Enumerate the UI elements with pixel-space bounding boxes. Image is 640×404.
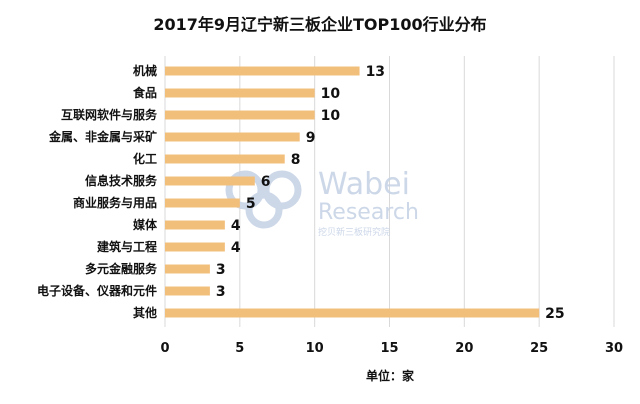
data-label: 4 bbox=[231, 240, 241, 256]
category-label: 建筑与工程 bbox=[96, 239, 157, 254]
bar bbox=[165, 132, 300, 142]
chart-title: 2017年9月辽宁新三板企业TOP100行业分布 bbox=[153, 15, 486, 34]
data-label: 9 bbox=[306, 130, 316, 146]
bar bbox=[165, 110, 315, 120]
data-label: 10 bbox=[321, 86, 341, 102]
category-label: 食品 bbox=[132, 85, 157, 100]
bar bbox=[165, 198, 240, 208]
x-axis-title: 单位：家 bbox=[366, 368, 415, 383]
category-label: 机械 bbox=[133, 63, 157, 78]
category-label: 化工 bbox=[133, 151, 157, 166]
x-tick-label: 20 bbox=[455, 341, 473, 356]
x-tick-label: 10 bbox=[306, 341, 324, 356]
category-labels: 机械食品互联网软件与服务金属、非金属与采矿化工信息技术服务商业服务与用品媒体建筑… bbox=[37, 63, 158, 320]
data-label: 6 bbox=[261, 174, 271, 190]
x-tick-label: 15 bbox=[380, 341, 398, 356]
bar bbox=[165, 154, 285, 164]
watermark: Wabei Research 挖贝新三板研究院 bbox=[225, 167, 419, 238]
grid bbox=[164, 56, 615, 327]
category-label: 其他 bbox=[133, 305, 157, 320]
x-tick-label: 25 bbox=[530, 341, 548, 356]
watermark-line1: Wabei bbox=[318, 167, 410, 202]
watermark-line3: 挖贝新三板研究院 bbox=[318, 226, 390, 238]
category-label: 商业服务与用品 bbox=[73, 195, 157, 210]
bar bbox=[165, 66, 360, 76]
bar bbox=[165, 88, 315, 98]
x-tick-label: 30 bbox=[605, 341, 623, 356]
bar bbox=[165, 286, 210, 296]
data-label: 8 bbox=[291, 152, 301, 168]
bars bbox=[165, 66, 540, 318]
data-label: 5 bbox=[246, 196, 256, 212]
watermark-logo-icon bbox=[225, 170, 302, 229]
data-label: 3 bbox=[216, 262, 226, 278]
data-label: 13 bbox=[366, 64, 385, 80]
data-label: 10 bbox=[321, 108, 341, 124]
bar bbox=[165, 220, 225, 230]
watermark-line2: Research bbox=[318, 200, 419, 225]
data-label: 3 bbox=[216, 284, 226, 300]
category-label: 多元金融服务 bbox=[85, 261, 158, 276]
category-label: 信息技术服务 bbox=[85, 173, 158, 188]
data-label: 4 bbox=[231, 218, 241, 234]
category-label: 互联网软件与服务 bbox=[61, 107, 158, 122]
data-label: 25 bbox=[545, 306, 564, 322]
bar bbox=[165, 176, 255, 186]
x-tick-label: 0 bbox=[160, 341, 169, 356]
bar bbox=[165, 242, 225, 252]
bar bbox=[165, 264, 210, 274]
x-tick-label: 5 bbox=[235, 341, 244, 356]
category-label: 媒体 bbox=[133, 217, 158, 232]
category-label: 电子设备、仪器和元件 bbox=[37, 283, 157, 298]
x-tick-labels: 0 5 10 15 20 25 30 bbox=[160, 341, 623, 356]
category-label: 金属、非金属与采矿 bbox=[48, 129, 157, 144]
bar bbox=[165, 308, 540, 318]
